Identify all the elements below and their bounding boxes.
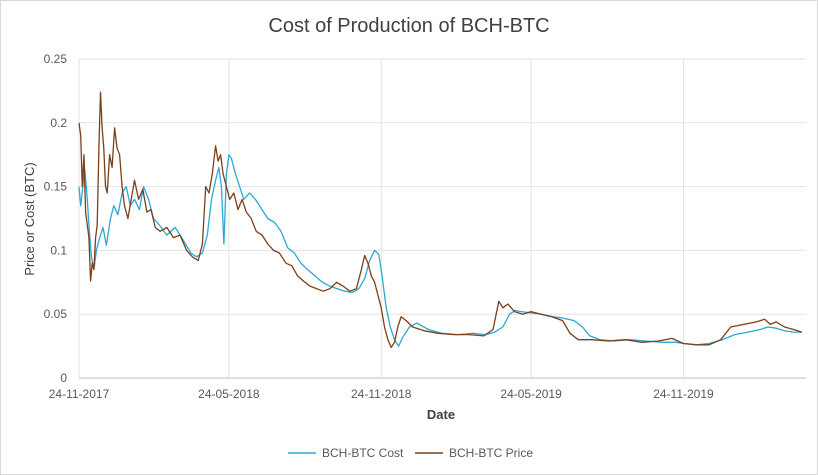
legend-label-cost: BCH-BTC Cost [322,446,404,460]
y-tick-label: 0.05 [44,307,68,321]
x-tick-label: 24-05-2018 [198,387,260,401]
series-line-price [78,91,803,349]
y-tick-label: 0.1 [50,243,67,257]
y-tick-label: 0 [60,371,67,385]
x-tick-label: 24-11-2019 [653,387,714,401]
series-line-cost [78,154,802,347]
series-layer [78,91,803,349]
x-tick-label: 24-11-2018 [351,387,412,401]
x-axis-title: Date [427,407,455,422]
y-gridlines [79,58,806,315]
legend-label-price: BCH-BTC Price [449,446,533,460]
y-tick-label: 0.2 [50,116,67,130]
x-tick-label: 24-11-2017 [49,387,110,401]
y-tick-label: 0.15 [44,180,68,194]
x-gridlines [78,59,684,378]
y-tick-label: 0.25 [44,52,68,66]
chart-title: Cost of Production of BCH-BTC [268,15,550,37]
x-tick-labels: 24-11-2017 24-05-2018 24-11-2018 24-05-2019… [49,387,714,401]
y-axis-title: Price or Cost (BTC) [22,162,37,275]
y-tick-labels: 0 0.05 0.1 0.15 0.2 0.25 [44,52,68,385]
legend: BCH-BTC Cost BCH-BTC Price [288,446,533,460]
x-tick-label: 24-05-2019 [500,387,562,401]
